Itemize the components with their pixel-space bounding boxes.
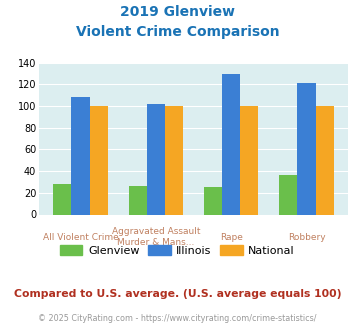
Text: Aggravated Assault: Aggravated Assault (111, 227, 200, 236)
Bar (147, 104, 165, 214)
Text: 2019 Glenview: 2019 Glenview (120, 5, 235, 19)
Bar (297, 83, 316, 214)
Text: Compared to U.S. average. (U.S. average equals 100): Compared to U.S. average. (U.S. average … (14, 289, 341, 299)
Bar (204, 187, 222, 214)
Text: Rape: Rape (220, 233, 242, 242)
Bar (53, 184, 71, 214)
Text: Robbery: Robbery (288, 233, 325, 242)
Bar (279, 176, 297, 214)
Text: All Violent Crime: All Violent Crime (43, 233, 118, 242)
Legend: Glenview, Illinois, National: Glenview, Illinois, National (56, 241, 299, 260)
Bar (240, 106, 258, 214)
Bar (129, 186, 147, 214)
Bar (165, 106, 183, 214)
Text: © 2025 CityRating.com - https://www.cityrating.com/crime-statistics/: © 2025 CityRating.com - https://www.city… (38, 314, 317, 323)
Bar (222, 74, 240, 215)
Bar (316, 106, 334, 214)
Text: Murder & Mans...: Murder & Mans... (117, 238, 195, 247)
Bar (89, 106, 108, 214)
Bar (71, 97, 89, 214)
Text: Violent Crime Comparison: Violent Crime Comparison (76, 25, 279, 39)
